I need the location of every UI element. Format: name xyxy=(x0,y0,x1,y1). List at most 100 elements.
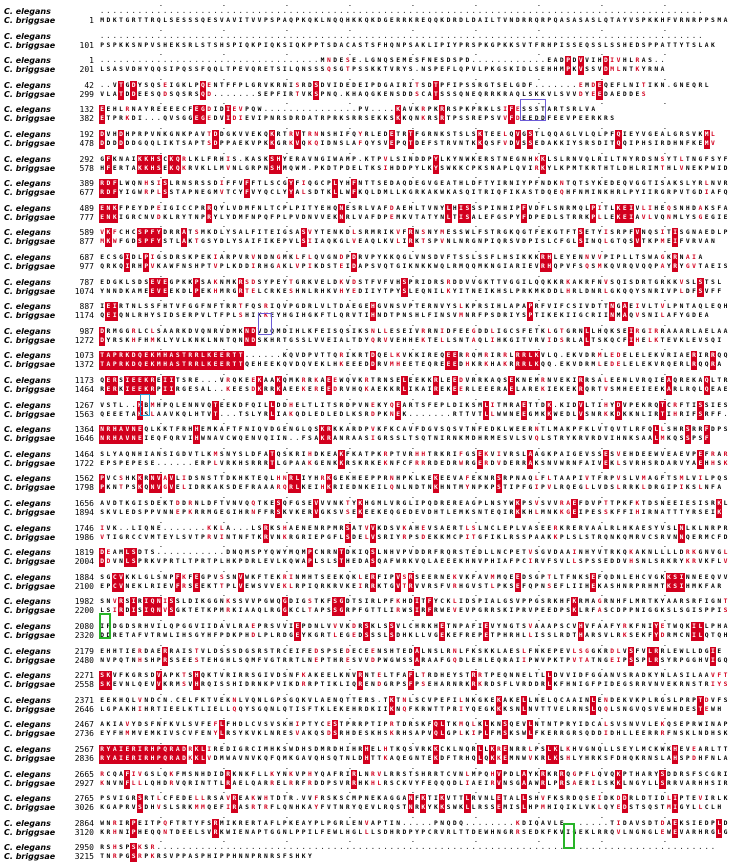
tick-mark: . xyxy=(160,321,162,328)
species-label: C. elegans xyxy=(4,203,51,213)
tick-mark: . xyxy=(160,174,162,181)
tick-mark: . xyxy=(349,75,351,82)
species-label: C. briggsae xyxy=(4,852,56,862)
tick-mark: . xyxy=(475,740,477,746)
tick-mark: . xyxy=(601,494,603,500)
alignment-row: C. elegans 1746 I V K.. L I Q N E....... K K L A... L S… xyxy=(0,523,732,534)
residue-number: 192 xyxy=(79,130,94,139)
tick-mark: . xyxy=(349,567,351,574)
residue-number: 2271 xyxy=(74,671,94,681)
tick-mark: . xyxy=(475,666,477,673)
conservation-ticks: ......... xyxy=(99,346,729,353)
tick-mark: . xyxy=(601,764,603,771)
conservation-ticks: ......... xyxy=(99,813,729,820)
alignment-row: C. elegans 2950 R S H S P S K S R.................… xyxy=(0,843,732,854)
residue-number: 977 xyxy=(79,262,94,271)
species-label: C. elegans xyxy=(4,843,51,853)
tick-mark: . xyxy=(538,174,540,181)
tick-mark: . xyxy=(412,715,414,722)
tick-mark: . xyxy=(475,2,477,8)
species-label: C. briggsae xyxy=(4,704,56,714)
residue-number: 2927 xyxy=(74,778,94,788)
residue-number: 1074 xyxy=(74,286,94,296)
conservation-ticks: ......... xyxy=(99,395,729,402)
tick-mark: . xyxy=(223,125,225,131)
residue-number: 1073 xyxy=(74,351,94,361)
tick-mark: . xyxy=(475,444,477,451)
tick-mark: . xyxy=(412,764,414,771)
alignment-row: C. briggsae 777 E N K I G R C N V D K L R Y T N P R Y L Y D M F N P… xyxy=(0,212,732,223)
tick-mark: . xyxy=(412,567,414,574)
residue-number: 2467 xyxy=(74,720,94,730)
residue-number: 2736 xyxy=(74,729,94,739)
alignment-block: ......... C. elegans 2665 R C Q A F I V G S L Q K F M S N H… xyxy=(0,764,732,790)
tick-mark: . xyxy=(538,51,540,58)
tick-mark: . xyxy=(286,567,288,574)
tick-mark: . xyxy=(160,51,162,58)
tick-mark: . xyxy=(160,715,162,722)
tick-mark: . xyxy=(475,346,477,353)
alignment-row: C. briggsae 1646 N R H A V N E I E Q F Q R V I H W N A V C W Q E N… xyxy=(0,434,732,445)
residue-number: 1746 xyxy=(74,523,94,533)
conservation-ticks: ......... xyxy=(99,298,729,303)
species-label: C. briggsae xyxy=(4,212,56,222)
residue-number: 2836 xyxy=(74,754,94,763)
species-label: C. elegans xyxy=(4,31,51,41)
residue-number: 677 xyxy=(79,188,94,198)
tick-mark: . xyxy=(538,346,540,353)
tick-mark: . xyxy=(349,789,351,796)
tick-mark: . xyxy=(601,740,603,746)
tick-mark: . xyxy=(349,813,351,820)
tick-mark: . xyxy=(601,444,603,451)
tick-mark: . xyxy=(223,764,225,771)
tick-mark: . xyxy=(412,666,414,673)
alignment-block: ......... C. elegans 2080 I P D G D S R H V I L Q P G G V I… xyxy=(0,618,732,642)
residue-number: 1884 xyxy=(74,572,94,582)
alignment-row: C. briggsae 299 V L A T D D E E S Q D S Q S R S Q D....... S… xyxy=(0,89,732,100)
species-label: C. briggsae xyxy=(4,434,56,444)
conservation-ticks: ......... xyxy=(99,199,729,204)
species-label: C. briggsae xyxy=(4,89,56,99)
tick-mark: . xyxy=(664,789,666,796)
residue-number: 1 xyxy=(89,56,94,66)
tick-mark: . xyxy=(412,371,414,377)
species-label: C. briggsae xyxy=(4,754,56,763)
tick-mark: . xyxy=(223,51,225,58)
residue-number: 3215 xyxy=(74,852,94,862)
conservation-ticks: ......... xyxy=(99,248,729,254)
tick-mark: . xyxy=(223,223,225,230)
tick-mark: . xyxy=(412,51,414,58)
tick-mark: . xyxy=(664,690,666,697)
tick-mark: . xyxy=(223,371,225,377)
residue-number: 787 xyxy=(79,277,94,287)
residue-number: 101 xyxy=(79,40,94,50)
species-label: C. briggsae xyxy=(4,114,56,124)
tick-mark: . xyxy=(223,789,225,796)
tick-mark: . xyxy=(664,518,666,525)
residue-number: 1562 xyxy=(74,474,94,484)
tick-mark: . xyxy=(601,666,603,673)
alignment-row: C. elegans 787 E D G K L S D S E V E G P K K P S A K N M K R S D S Y… xyxy=(0,277,732,288)
residue-number: 1982 xyxy=(74,597,94,607)
sequence: ........................................… xyxy=(100,32,703,40)
tick-mark: . xyxy=(160,248,162,254)
species-label: C. elegans xyxy=(4,253,51,262)
tick-mark: . xyxy=(538,125,540,131)
tick-mark: . xyxy=(160,75,162,82)
conservation-ticks: ......... xyxy=(99,75,729,82)
tick-mark: . xyxy=(223,420,225,427)
residue-number: 2864 xyxy=(74,818,94,828)
tick-mark: . xyxy=(538,395,540,402)
species-label: C. elegans xyxy=(4,7,51,16)
tick-mark: . xyxy=(601,75,603,82)
tick-mark: . xyxy=(349,518,351,525)
species-label: C. elegans xyxy=(4,523,51,533)
